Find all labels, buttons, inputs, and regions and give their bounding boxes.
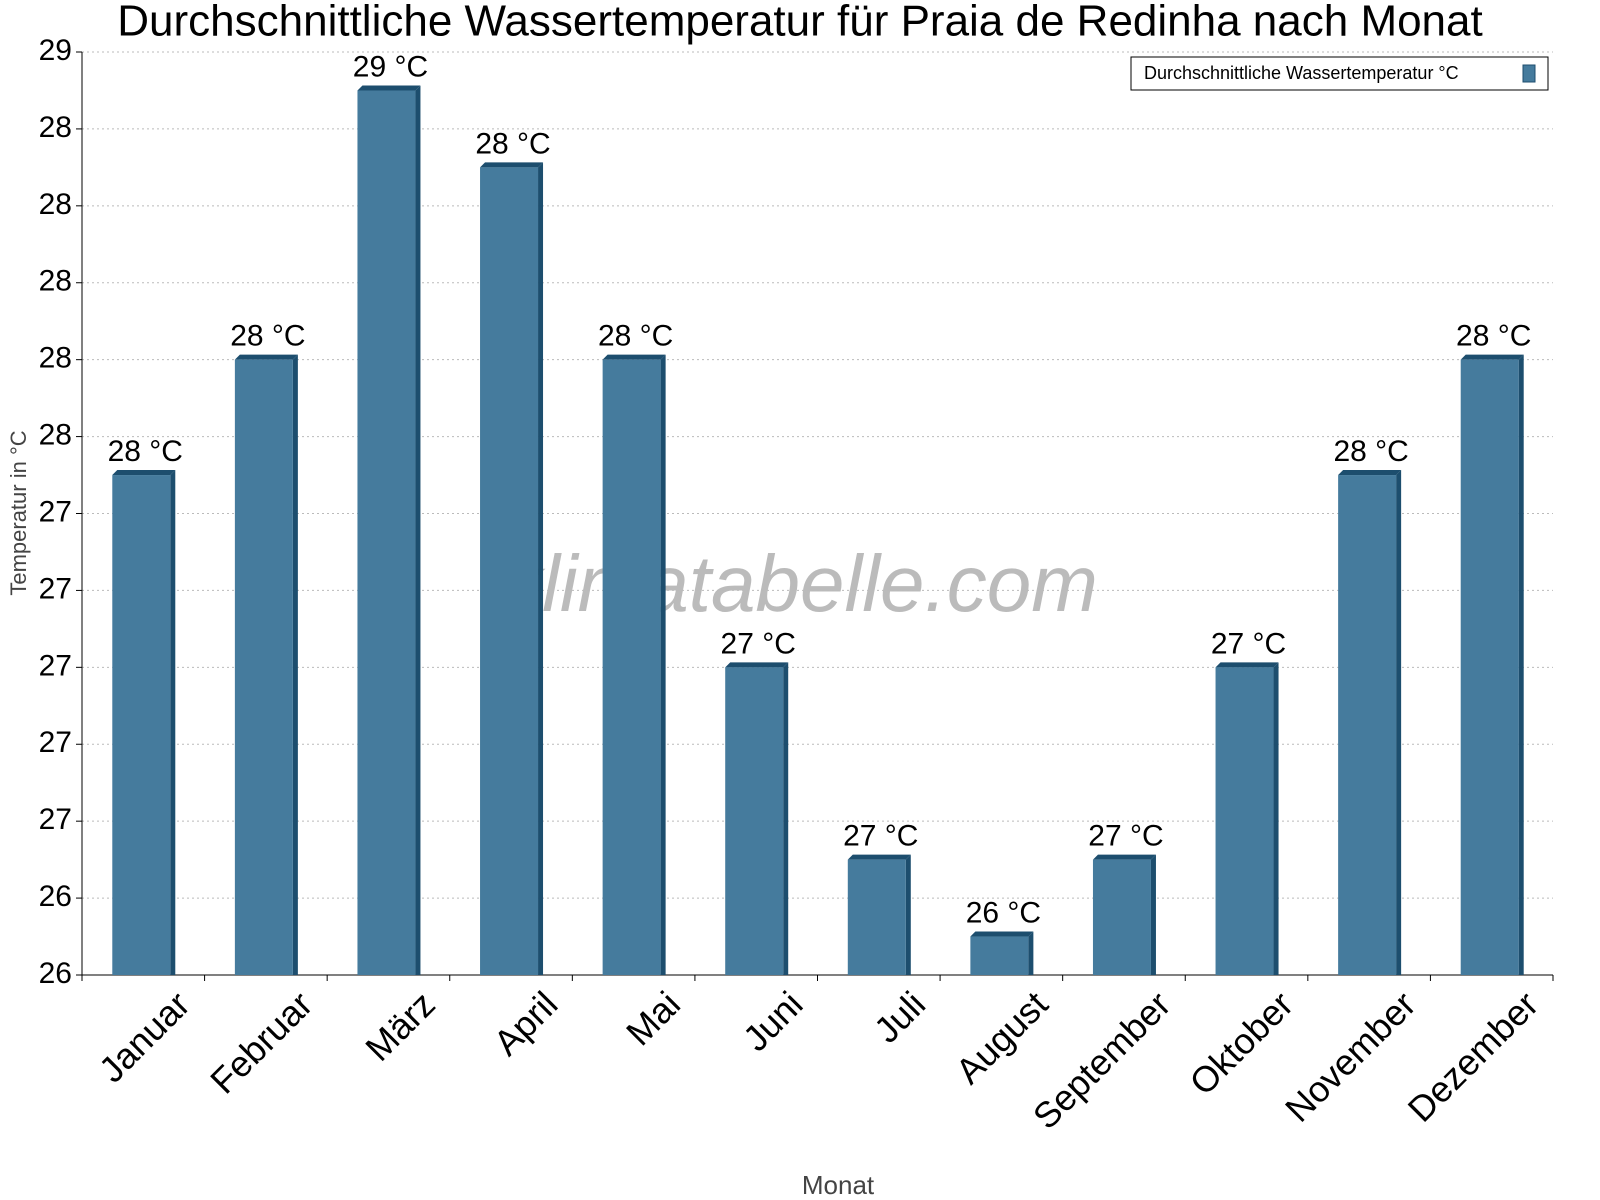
watermark: klimatabelle.com xyxy=(502,539,1098,628)
data-label: 27 °C xyxy=(1088,820,1163,853)
bar xyxy=(602,359,661,976)
data-label: 29 °C xyxy=(353,50,428,83)
bar-top xyxy=(1338,470,1402,476)
y-axis-title: Temperatur in °C xyxy=(6,430,31,595)
data-label: 28 °C xyxy=(475,127,550,160)
bar-top xyxy=(234,354,298,360)
bar-side xyxy=(783,662,789,975)
bar xyxy=(1338,475,1397,975)
bar xyxy=(970,936,1029,975)
bar-top xyxy=(970,931,1034,937)
bar-side xyxy=(292,354,298,976)
bar-side xyxy=(415,85,421,976)
bar-side xyxy=(538,162,544,975)
data-label: 28 °C xyxy=(598,320,673,353)
legend-label: Durchschnittliche Wassertemperatur °C xyxy=(1144,63,1459,83)
bar-top xyxy=(1092,854,1156,860)
y-tick-label: 27 xyxy=(39,572,72,605)
bar xyxy=(1092,859,1151,975)
y-tick-label: 27 xyxy=(39,495,72,528)
data-label: 28 °C xyxy=(108,435,183,468)
bar xyxy=(725,667,784,975)
bar xyxy=(1460,359,1519,976)
bar-side xyxy=(1396,470,1402,975)
chart-title: Durchschnittliche Wassertemperatur für P… xyxy=(117,0,1482,46)
y-tick-label: 28 xyxy=(39,188,72,221)
data-label: 28 °C xyxy=(1456,320,1531,353)
bar-side xyxy=(905,854,911,975)
y-tick-label: 28 xyxy=(39,111,72,144)
bar xyxy=(357,90,416,976)
bar-side xyxy=(1150,854,1156,975)
bar-top xyxy=(1460,354,1524,360)
bar xyxy=(112,475,171,975)
y-tick-label: 26 xyxy=(39,880,72,913)
bar-side xyxy=(660,354,666,976)
bar xyxy=(480,167,539,975)
bar xyxy=(234,359,293,976)
bar-side xyxy=(1273,662,1279,975)
data-label: 26 °C xyxy=(966,896,1041,929)
y-tick-label: 29 xyxy=(39,34,72,67)
bar-top xyxy=(602,354,666,360)
data-label: 28 °C xyxy=(1333,435,1408,468)
bar-top xyxy=(480,162,544,168)
data-label: 27 °C xyxy=(721,627,796,660)
bar-top xyxy=(725,662,789,668)
legend-swatch xyxy=(1522,64,1536,83)
y-tick-label: 27 xyxy=(39,649,72,682)
bar-side xyxy=(170,470,176,975)
bar-top xyxy=(847,854,911,860)
bar-top xyxy=(112,470,176,476)
y-tick-label: 26 xyxy=(39,957,72,990)
y-tick-label: 27 xyxy=(39,803,72,836)
bar-side xyxy=(1028,931,1034,975)
data-label: 27 °C xyxy=(843,820,918,853)
data-label: 28 °C xyxy=(230,320,305,353)
x-axis-title: Monat xyxy=(802,1170,875,1200)
y-tick-label: 28 xyxy=(39,265,72,298)
y-tick-label: 27 xyxy=(39,726,72,759)
bar xyxy=(1215,667,1274,975)
bar-top xyxy=(357,85,421,91)
data-label: 27 °C xyxy=(1211,627,1286,660)
y-tick-label: 28 xyxy=(39,419,72,452)
bar xyxy=(847,859,906,975)
y-tick-label: 28 xyxy=(39,342,72,375)
bar-top xyxy=(1215,662,1279,668)
legend-box xyxy=(1130,56,1549,91)
bar-side xyxy=(1518,354,1524,976)
